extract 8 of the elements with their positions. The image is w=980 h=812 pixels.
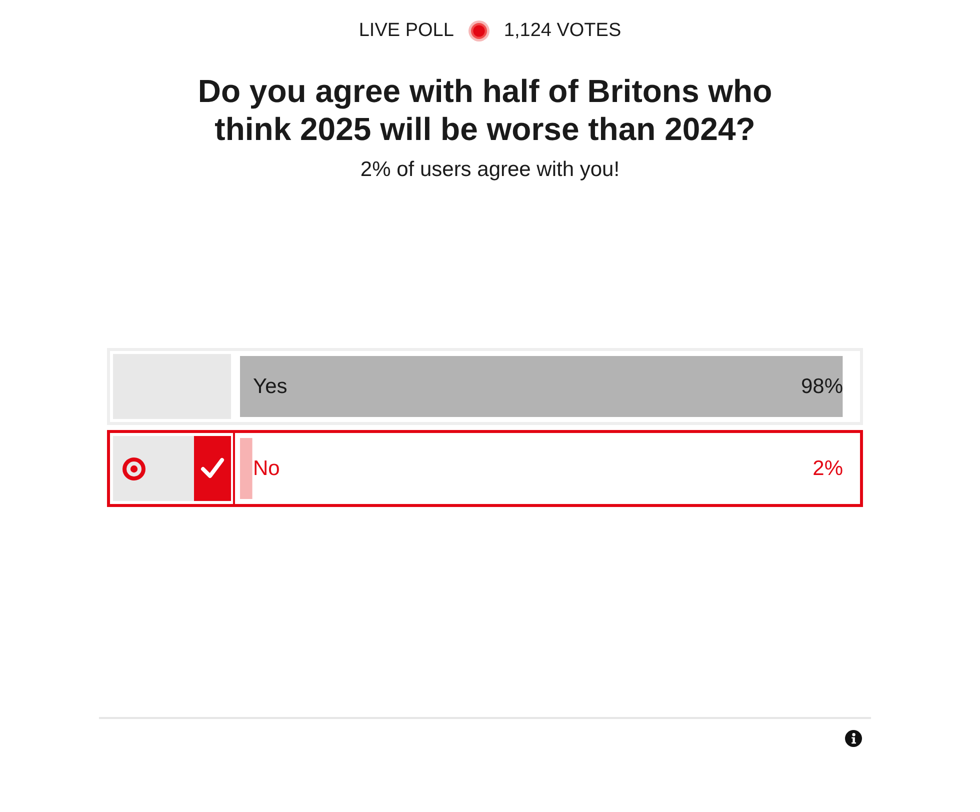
data-label: 98% (800, 375, 843, 398)
y-tick-label: No (253, 457, 280, 480)
data-label: 2% (812, 457, 843, 480)
chart-title: Do you agree with half of Britons who think 2025 will be worse than 2024? (196, 72, 774, 148)
text: 1,124 VOTES (504, 19, 622, 43)
y-tick-label: Yes (253, 375, 288, 398)
chart-subtitle: 2% of users agree with you! (359, 157, 621, 183)
text: LIVE POLL (358, 19, 454, 43)
